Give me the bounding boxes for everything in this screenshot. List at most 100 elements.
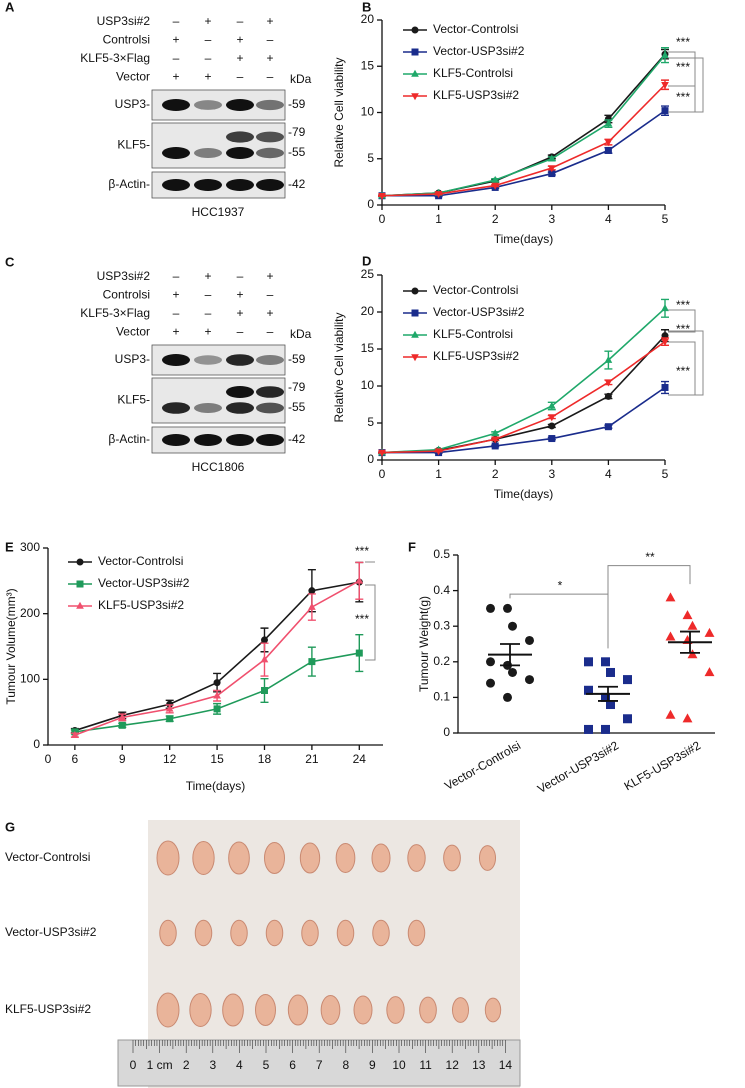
significance: ***	[355, 612, 369, 626]
condition-label: USP3si#2	[97, 14, 151, 28]
band	[226, 402, 254, 414]
legend-label: KLF5-USP3si#2	[433, 349, 519, 363]
significance: ***	[676, 60, 690, 74]
units: kDa	[290, 327, 312, 341]
marker	[548, 170, 556, 178]
condition-sign: –	[267, 325, 274, 339]
marker	[525, 675, 534, 685]
marker	[665, 631, 676, 641]
band	[194, 179, 222, 191]
band-label: KLF5-	[117, 393, 150, 407]
marker	[548, 422, 556, 430]
x-tick-label: Vector-Controlsi	[442, 738, 523, 793]
x-tick-label: 6	[72, 752, 79, 766]
significance: ***	[676, 364, 690, 378]
marker	[76, 601, 84, 609]
legend-label: Vector-USP3si#2	[433, 44, 525, 58]
marker	[704, 667, 715, 677]
x-tick-label: 3	[548, 467, 555, 481]
blot-panel	[151, 377, 286, 424]
condition-sign: +	[236, 51, 243, 65]
tumour	[372, 919, 390, 947]
panel-label: B	[362, 0, 371, 14]
condition-label: Controlsi	[103, 288, 150, 302]
marker	[525, 635, 534, 645]
band	[194, 434, 222, 446]
condition-sign: +	[266, 306, 273, 320]
units: kDa	[290, 72, 312, 86]
band	[256, 355, 284, 365]
condition-sign: +	[204, 70, 211, 84]
marker	[503, 603, 512, 613]
condition-sign: +	[236, 288, 243, 302]
tumour	[156, 840, 180, 876]
x-axis-label: Time(days)	[186, 779, 246, 793]
panel-label: C	[5, 254, 15, 269]
marker	[491, 442, 499, 450]
tumour	[263, 842, 286, 874]
condition-sign: +	[236, 306, 243, 320]
marker	[355, 649, 363, 657]
ruler-label: 14	[499, 1058, 513, 1072]
band	[226, 386, 254, 398]
tumour	[451, 997, 470, 1023]
tumour	[478, 845, 497, 871]
bracket	[365, 584, 376, 661]
marker	[260, 655, 269, 663]
tumour	[156, 992, 180, 1028]
x-axis-label: Time(days)	[494, 487, 554, 501]
marker	[434, 448, 443, 456]
condition-sign: –	[173, 306, 180, 320]
marker	[548, 435, 556, 443]
series-line	[381, 84, 666, 197]
tumour	[228, 841, 250, 875]
panel-label: D	[362, 253, 371, 268]
band-label: USP3-	[115, 352, 150, 366]
tumour	[353, 995, 373, 1025]
marker	[71, 730, 79, 738]
marker	[213, 705, 221, 713]
panel-label: F	[408, 539, 416, 554]
condition-sign: –	[205, 306, 212, 320]
y-tick-label: 0.4	[433, 583, 450, 597]
marker	[260, 636, 268, 644]
marker	[547, 154, 556, 162]
tumour	[371, 843, 391, 873]
series-line	[381, 54, 666, 197]
band	[226, 99, 254, 111]
ruler-label: 7	[316, 1058, 323, 1072]
condition-sign: –	[267, 288, 274, 302]
significance: ***	[676, 35, 690, 49]
blot-panel	[151, 122, 286, 169]
condition-sign: –	[237, 70, 244, 84]
row-label: KLF5-USP3si#2	[5, 1002, 91, 1016]
condition-sign: +	[172, 33, 179, 47]
ruler-label: 4	[236, 1058, 243, 1072]
band	[194, 148, 222, 158]
legend-label: Vector-USP3si#2	[98, 576, 190, 590]
mw-marker: -59	[288, 352, 306, 366]
marker	[547, 165, 556, 173]
significance: ***	[676, 298, 690, 312]
panel-label: G	[5, 819, 15, 834]
marker	[491, 175, 500, 183]
legend-label: KLF5-USP3si#2	[433, 88, 519, 102]
panel-label: E	[5, 539, 14, 554]
marker	[434, 191, 443, 199]
tumour	[336, 919, 355, 947]
tumour	[287, 994, 309, 1026]
bracket	[607, 565, 691, 649]
marker	[308, 602, 316, 610]
marker	[76, 580, 84, 588]
tumour	[159, 919, 177, 947]
tumour	[189, 993, 212, 1027]
x-tick-label: 5	[662, 212, 669, 226]
marker	[665, 592, 676, 602]
ruler-label: 10	[392, 1058, 406, 1072]
mw-marker: -55	[288, 400, 306, 414]
marker	[308, 658, 316, 666]
y-tick-label: 0	[367, 197, 374, 211]
legend-label: Vector-Controlsi	[433, 283, 518, 297]
marker	[411, 93, 419, 101]
y-axis-label: Tumour Volume(mm³)	[4, 588, 18, 704]
